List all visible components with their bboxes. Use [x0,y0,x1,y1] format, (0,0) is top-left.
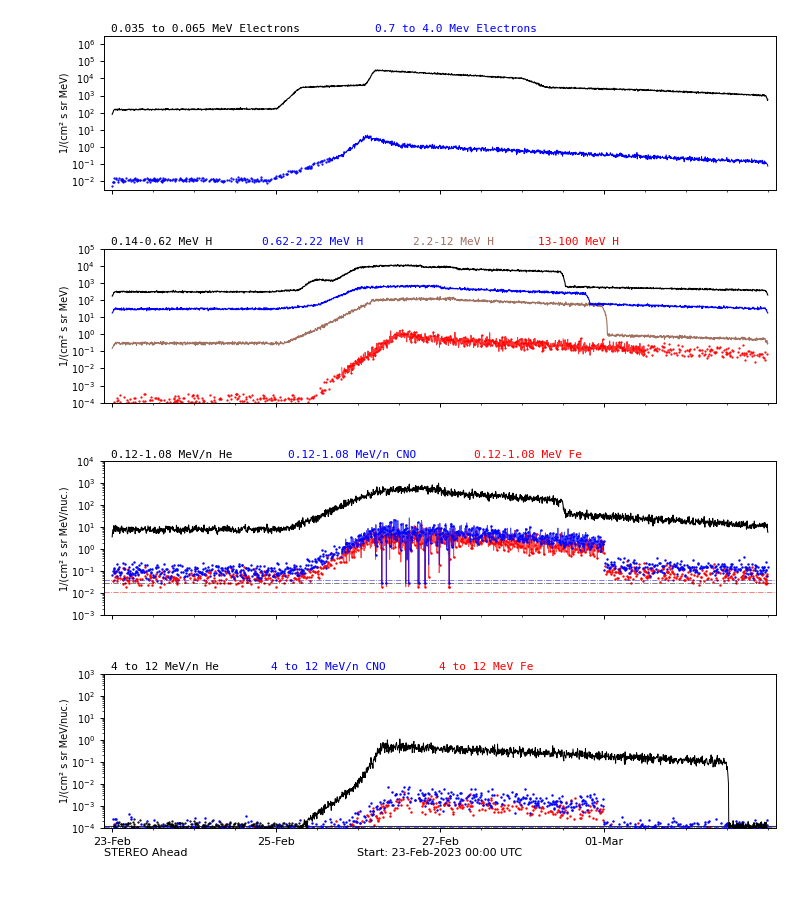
Text: 0.12-1.08 MeV/n He: 0.12-1.08 MeV/n He [110,450,232,460]
Text: Start: 23-Feb-2023 00:00 UTC: Start: 23-Feb-2023 00:00 UTC [358,848,522,858]
Text: 0.12-1.08 MeV/n CNO: 0.12-1.08 MeV/n CNO [288,450,416,460]
Text: 0.14-0.62 MeV H: 0.14-0.62 MeV H [110,237,212,248]
Y-axis label: 1/(cm² s sr MeV): 1/(cm² s sr MeV) [60,73,70,153]
Text: 0.62-2.22 MeV H: 0.62-2.22 MeV H [262,237,363,248]
Text: 2.2-12 MeV H: 2.2-12 MeV H [413,237,494,248]
Y-axis label: 1/(cm² s sr MeV/nuc.): 1/(cm² s sr MeV/nuc.) [59,486,70,590]
Text: 0.12-1.08 MeV Fe: 0.12-1.08 MeV Fe [474,450,582,460]
Text: 0.035 to 0.065 MeV Electrons: 0.035 to 0.065 MeV Electrons [110,24,300,34]
Text: 4 to 12 MeV Fe: 4 to 12 MeV Fe [439,662,534,672]
Y-axis label: 1/(cm² s sr MeV): 1/(cm² s sr MeV) [59,285,70,366]
Y-axis label: 1/(cm² s sr MeV/nuc.): 1/(cm² s sr MeV/nuc.) [59,698,70,804]
Text: 4 to 12 MeV/n CNO: 4 to 12 MeV/n CNO [270,662,386,672]
Text: STEREO Ahead: STEREO Ahead [104,848,187,858]
Text: 13-100 MeV H: 13-100 MeV H [538,237,619,248]
Text: 4 to 12 MeV/n He: 4 to 12 MeV/n He [110,662,218,672]
Text: 0.7 to 4.0 Mev Electrons: 0.7 to 4.0 Mev Electrons [375,24,538,34]
